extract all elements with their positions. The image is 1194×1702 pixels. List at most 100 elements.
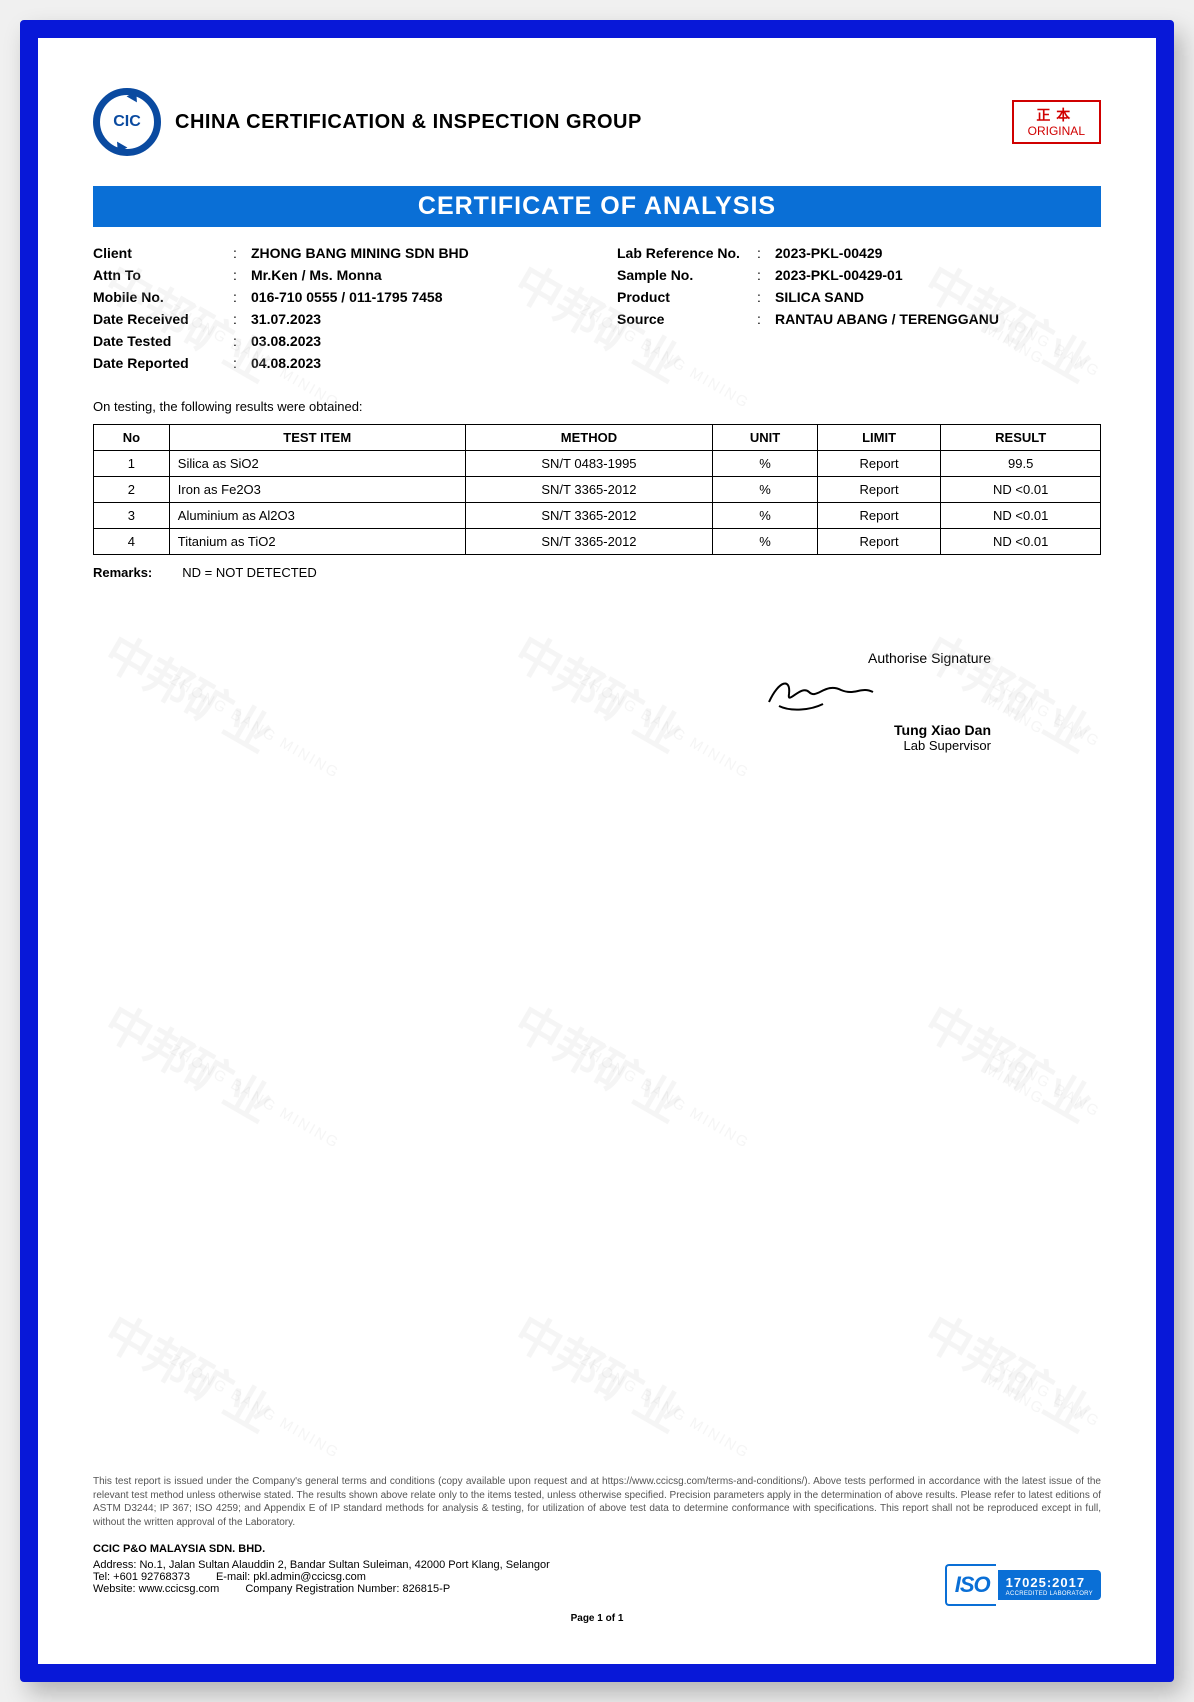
- table-cell: ND <0.01: [941, 477, 1101, 503]
- table-header: RESULT: [941, 425, 1101, 451]
- certificate-frame: 中邦矿业 ZHONG BANG MINING 中邦矿业 ZHONG BANG M…: [20, 20, 1174, 1682]
- table-cell: Silica as SiO2: [169, 451, 465, 477]
- info-value: 04.08.2023: [251, 355, 577, 371]
- info-row: Client:ZHONG BANG MINING SDN BHD: [93, 245, 577, 261]
- table-cell: Iron as Fe2O3: [169, 477, 465, 503]
- info-row: Lab Reference No.:2023-PKL-00429: [617, 245, 1101, 261]
- table-cell: Report: [817, 529, 941, 555]
- info-row: Attn To:Mr.Ken / Ms. Monna: [93, 267, 577, 283]
- info-label: Client: [93, 245, 233, 261]
- watermark: 中邦矿业: [914, 986, 1106, 1135]
- info-value: 03.08.2023: [251, 333, 577, 349]
- info-separator: :: [757, 267, 775, 283]
- disclaimer-text: This test report is issued under the Com…: [93, 1475, 1101, 1529]
- info-grid: Client:ZHONG BANG MINING SDN BHDAttn To:…: [93, 245, 1101, 377]
- intro-text: On testing, the following results were o…: [93, 399, 1101, 414]
- signature-name: Tung Xiao Dan: [93, 722, 991, 738]
- footer-tel: Tel: +601 92768373: [93, 1571, 190, 1583]
- signature-label: Authorise Signature: [93, 650, 991, 666]
- iso-left: ISO: [945, 1564, 996, 1606]
- info-row: Date Received:31.07.2023: [93, 311, 577, 327]
- table-cell: 2: [94, 477, 170, 503]
- info-value: 2023-PKL-00429: [775, 245, 1101, 261]
- info-row: Product:SILICA SAND: [617, 289, 1101, 305]
- table-cell: SN/T 3365-2012: [465, 503, 713, 529]
- iso-badge: ISO 17025:2017 ACCREDITED LABORATORY: [945, 1564, 1101, 1606]
- iso-text: ACCREDITED LABORATORY: [1006, 1591, 1093, 1598]
- info-row: Date Reported:04.08.2023: [93, 355, 577, 371]
- watermark: 中邦矿业: [94, 986, 286, 1135]
- table-header: LIMIT: [817, 425, 941, 451]
- info-right-column: Lab Reference No.:2023-PKL-00429Sample N…: [617, 245, 1101, 377]
- info-separator: :: [757, 245, 775, 261]
- table-header: TEST ITEM: [169, 425, 465, 451]
- watermark-sub: ZHONG BANG MINING: [981, 1356, 1152, 1474]
- info-label: Mobile No.: [93, 289, 233, 305]
- info-label: Source: [617, 311, 757, 327]
- table-header: No: [94, 425, 170, 451]
- footer-regno: Company Registration Number: 826815-P: [245, 1583, 450, 1595]
- table-cell: SN/T 3365-2012: [465, 477, 713, 503]
- table-cell: %: [713, 503, 817, 529]
- logo-block: CIC CHINA CERTIFICATION & INSPECTION GRO…: [93, 88, 642, 156]
- info-row: Date Tested:03.08.2023: [93, 333, 577, 349]
- table-cell: 99.5: [941, 451, 1101, 477]
- watermark: 中邦矿业: [94, 1296, 286, 1445]
- table-cell: Report: [817, 503, 941, 529]
- table-cell: %: [713, 529, 817, 555]
- table-row: 4Titanium as TiO2SN/T 3365-2012%ReportND…: [94, 529, 1101, 555]
- company-name: CHINA CERTIFICATION & INSPECTION GROUP: [175, 111, 642, 134]
- info-separator: :: [233, 289, 251, 305]
- table-row: 1Silica as SiO2SN/T 0483-1995%Report99.5: [94, 451, 1101, 477]
- signature-scribble-icon: [761, 672, 881, 716]
- original-stamp: 正本 ORIGINAL: [1012, 100, 1101, 145]
- info-left-column: Client:ZHONG BANG MINING SDN BHDAttn To:…: [93, 245, 577, 377]
- table-cell: Titanium as TiO2: [169, 529, 465, 555]
- info-separator: :: [757, 289, 775, 305]
- table-cell: SN/T 3365-2012: [465, 529, 713, 555]
- table-cell: Report: [817, 477, 941, 503]
- watermark-sub: ZHONG BANG MINING: [577, 1351, 753, 1462]
- info-value: SILICA SAND: [775, 289, 1101, 305]
- remarks-text: ND = NOT DETECTED: [182, 565, 316, 580]
- info-value: RANTAU ABANG / TERENGGANU: [775, 311, 1101, 327]
- watermark: 中邦矿业: [504, 1296, 696, 1445]
- table-cell: Report: [817, 451, 941, 477]
- table-cell: 1: [94, 451, 170, 477]
- info-label: Date Received: [93, 311, 233, 327]
- info-separator: :: [233, 355, 251, 371]
- table-cell: ND <0.01: [941, 529, 1101, 555]
- info-separator: :: [233, 311, 251, 327]
- remarks: Remarks: ND = NOT DETECTED: [93, 565, 1101, 580]
- table-cell: 4: [94, 529, 170, 555]
- watermark-sub: ZHONG BANG MINING: [167, 1351, 343, 1462]
- info-label: Lab Reference No.: [617, 245, 757, 261]
- certificate-title: CERTIFICATE OF ANALYSIS: [93, 186, 1101, 227]
- info-value: 2023-PKL-00429-01: [775, 267, 1101, 283]
- remarks-label: Remarks:: [93, 565, 152, 580]
- footer-website: Website: www.ccicsg.com: [93, 1583, 219, 1595]
- table-row: 2Iron as Fe2O3SN/T 3365-2012%ReportND <0…: [94, 477, 1101, 503]
- info-label: Product: [617, 289, 757, 305]
- footer-email: E-mail: pkl.admin@ccicsg.com: [216, 1571, 366, 1583]
- watermark: 中邦矿业: [504, 986, 696, 1135]
- info-row: Mobile No.:016-710 0555 / 011-1795 7458: [93, 289, 577, 305]
- ccic-logo-icon: CIC: [93, 88, 161, 156]
- info-separator: :: [757, 311, 775, 327]
- info-value: ZHONG BANG MINING SDN BHD: [251, 245, 577, 261]
- signature-block: Authorise Signature Tung Xiao Dan Lab Su…: [93, 650, 1101, 753]
- table-cell: ND <0.01: [941, 503, 1101, 529]
- watermark-sub: ZHONG BANG MINING: [577, 1041, 753, 1152]
- table-cell: SN/T 0483-1995: [465, 451, 713, 477]
- page-number: Page 1 of 1: [93, 1613, 1101, 1624]
- info-label: Date Tested: [93, 333, 233, 349]
- info-value: Mr.Ken / Ms. Monna: [251, 267, 577, 283]
- stamp-en: ORIGINAL: [1028, 124, 1085, 140]
- info-separator: :: [233, 333, 251, 349]
- info-label: Attn To: [93, 267, 233, 283]
- table-header: METHOD: [465, 425, 713, 451]
- table-cell: %: [713, 451, 817, 477]
- table-cell: 3: [94, 503, 170, 529]
- watermark-sub: ZHONG BANG MINING: [981, 1046, 1152, 1164]
- watermark: 中邦矿业: [914, 1296, 1106, 1445]
